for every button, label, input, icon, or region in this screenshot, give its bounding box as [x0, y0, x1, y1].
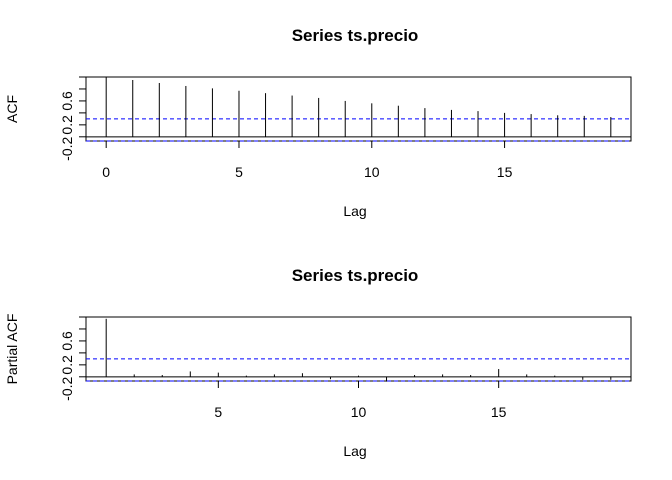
acf-y-tick-label: 0.2 [59, 115, 75, 135]
pacf-marks [86, 318, 631, 382]
pacf-x-tick-label: 15 [491, 404, 507, 420]
acf-panel: Series ts.precio 0 5 10 15 -0.2 0.2 0.6 Lag A… [4, 26, 632, 219]
pacf-y-axis-label: Partial ACF [4, 314, 20, 385]
acf-x-tick-label: 0 [102, 164, 110, 180]
pacf-y-tick-label: -0.2 [59, 377, 75, 401]
pacf-title: Series ts.precio [292, 266, 419, 285]
pacf-x-tick-label: 5 [214, 404, 222, 420]
pacf-plot-frame [85, 316, 632, 382]
acf-marks [86, 77, 631, 142]
acf-y-tick-label: 0.6 [59, 91, 75, 111]
acf-x-tick-label: 10 [364, 164, 380, 180]
acf-x-axis: 0 5 10 15 [102, 141, 513, 180]
acf-y-tick-label: -0.2 [59, 137, 75, 161]
pacf-y-tick-label: 0.2 [59, 355, 75, 375]
acf-x-tick-label: 15 [497, 164, 513, 180]
pacf-y-axis: -0.2 0.2 0.6 [59, 316, 86, 401]
pacf-panel: Series ts.precio 5 10 15 -0.2 0.2 0.6 Lag Pa… [4, 266, 632, 459]
acf-y-axis: -0.2 0.2 0.6 [59, 76, 86, 161]
pacf-x-axis-label: Lag [343, 443, 366, 459]
acf-plot-frame [85, 76, 632, 142]
pacf-y-tick-label: 0.6 [59, 331, 75, 351]
acf-title: Series ts.precio [292, 26, 419, 45]
acf-x-axis-label: Lag [343, 203, 366, 219]
pacf-x-axis: 5 10 15 [214, 381, 507, 420]
acf-y-axis-label: ACF [4, 95, 20, 123]
acf-x-tick-label: 5 [235, 164, 243, 180]
pacf-x-tick-label: 10 [351, 404, 367, 420]
